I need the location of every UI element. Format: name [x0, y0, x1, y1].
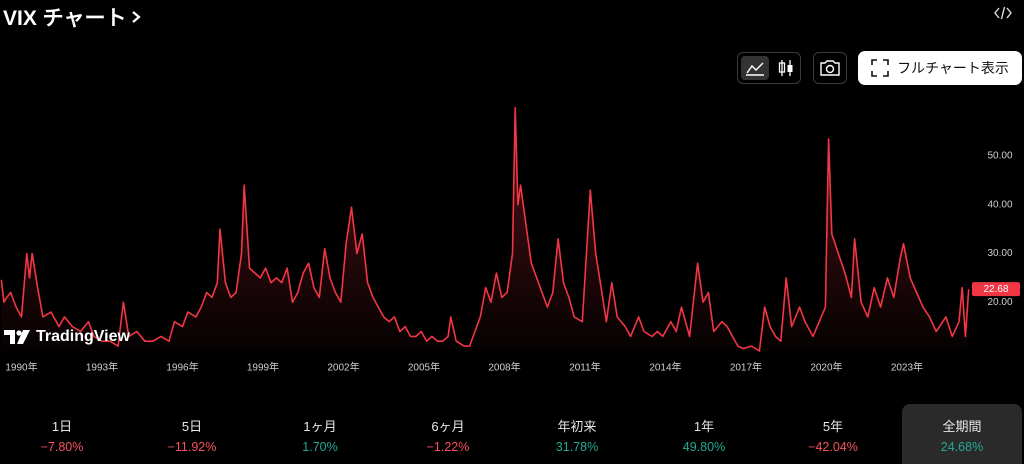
period-change: 49.80% — [682, 440, 726, 454]
x-tick-label: 1993年 — [86, 361, 118, 374]
logo: TradingView — [4, 328, 130, 346]
period-change: −1.22% — [426, 440, 470, 454]
x-tick-label: 1999年 — [247, 361, 279, 374]
period-item[interactable]: 年初来 31.78% — [517, 404, 637, 464]
embed-icon[interactable] — [994, 6, 1012, 20]
period-change: 1.70% — [302, 440, 338, 454]
period-label[interactable]: 1ヶ月 — [303, 419, 337, 434]
period-label[interactable]: 1年 — [693, 419, 715, 434]
period-change: −42.04% — [808, 440, 858, 454]
period-change: −7.80% — [40, 440, 84, 454]
full-chart-button[interactable]: フルチャート表示 — [858, 51, 1022, 85]
period-item[interactable]: 6ヶ月 −1.22% — [388, 404, 508, 464]
period-row: 1日 −7.80% 5日 −11.92% 1ヶ月 1.70% 6ヶ月 −1.22% 年初来 31.… — [0, 404, 1024, 464]
period-change: 24.68% — [940, 440, 984, 454]
period-item[interactable]: 全期間 24.68% — [902, 404, 1022, 464]
x-tick-label: 2014年 — [649, 361, 681, 374]
chevron — [132, 11, 142, 23]
camera-icon — [820, 60, 840, 76]
title[interactable]: VIX チャート — [3, 2, 142, 32]
x-tick-label: 2011年 — [569, 361, 601, 374]
x-tick-label: 1990年 — [5, 361, 37, 374]
x-tick-label: 2023年 — [891, 361, 923, 374]
period-item[interactable]: 1日 −7.80% — [2, 404, 122, 464]
period-label[interactable]: 1日 — [51, 419, 73, 434]
x-tick-label: 2020年 — [810, 361, 842, 374]
period-label[interactable]: 5年 — [822, 419, 844, 434]
period-change: −11.92% — [167, 440, 217, 454]
full-chart-label[interactable]: フルチャート表示 — [897, 60, 1009, 76]
logo-mark — [4, 330, 30, 344]
line — [0, 106, 970, 352]
period-item[interactable]: 5日 −11.92% — [132, 404, 252, 464]
y-tick-label: 30.00 — [987, 248, 1012, 259]
x-tick-label: 1996年 — [166, 361, 198, 374]
y-tick-label: 20.00 — [987, 297, 1012, 308]
price-tag-label: 22.68 — [983, 284, 1008, 295]
period-label[interactable]: 全期間 — [942, 419, 982, 434]
line-style-button[interactable] — [741, 56, 769, 80]
price-tag — [972, 282, 1020, 297]
expand-icon — [871, 59, 889, 77]
period-item[interactable]: 5年 −42.04% — [773, 404, 893, 464]
period-label[interactable]: 6ヶ月 — [431, 419, 465, 434]
title-text[interactable]: VIX チャート — [3, 7, 127, 30]
area — [1, 107, 969, 351]
period-label[interactable]: 5日 — [181, 419, 203, 434]
chart-style-group — [737, 52, 801, 84]
x-tick-label: 2002年 — [327, 361, 359, 374]
y-tick-label: 50.00 — [987, 151, 1012, 162]
period-item[interactable]: 1年 49.80% — [644, 404, 764, 464]
x-tick-label: 2017年 — [730, 361, 762, 374]
period-change: 31.78% — [555, 440, 599, 454]
line-icon — [746, 62, 764, 76]
x-tick-label: 2005年 — [408, 361, 440, 374]
x-tick-label: 2008年 — [488, 361, 520, 374]
y-tick-label: 40.00 — [987, 199, 1012, 210]
chart: 20.00 30.00 40.00 50.00 1990年 1993年 1996年 1999年… — [0, 106, 1020, 374]
period-label[interactable]: 年初来 — [557, 419, 597, 434]
snapshot-button[interactable] — [813, 52, 847, 84]
logo-text: TradingView — [36, 328, 130, 345]
candle-icon[interactable] — [774, 56, 798, 80]
period-item[interactable]: 1ヶ月 1.70% — [260, 404, 380, 464]
